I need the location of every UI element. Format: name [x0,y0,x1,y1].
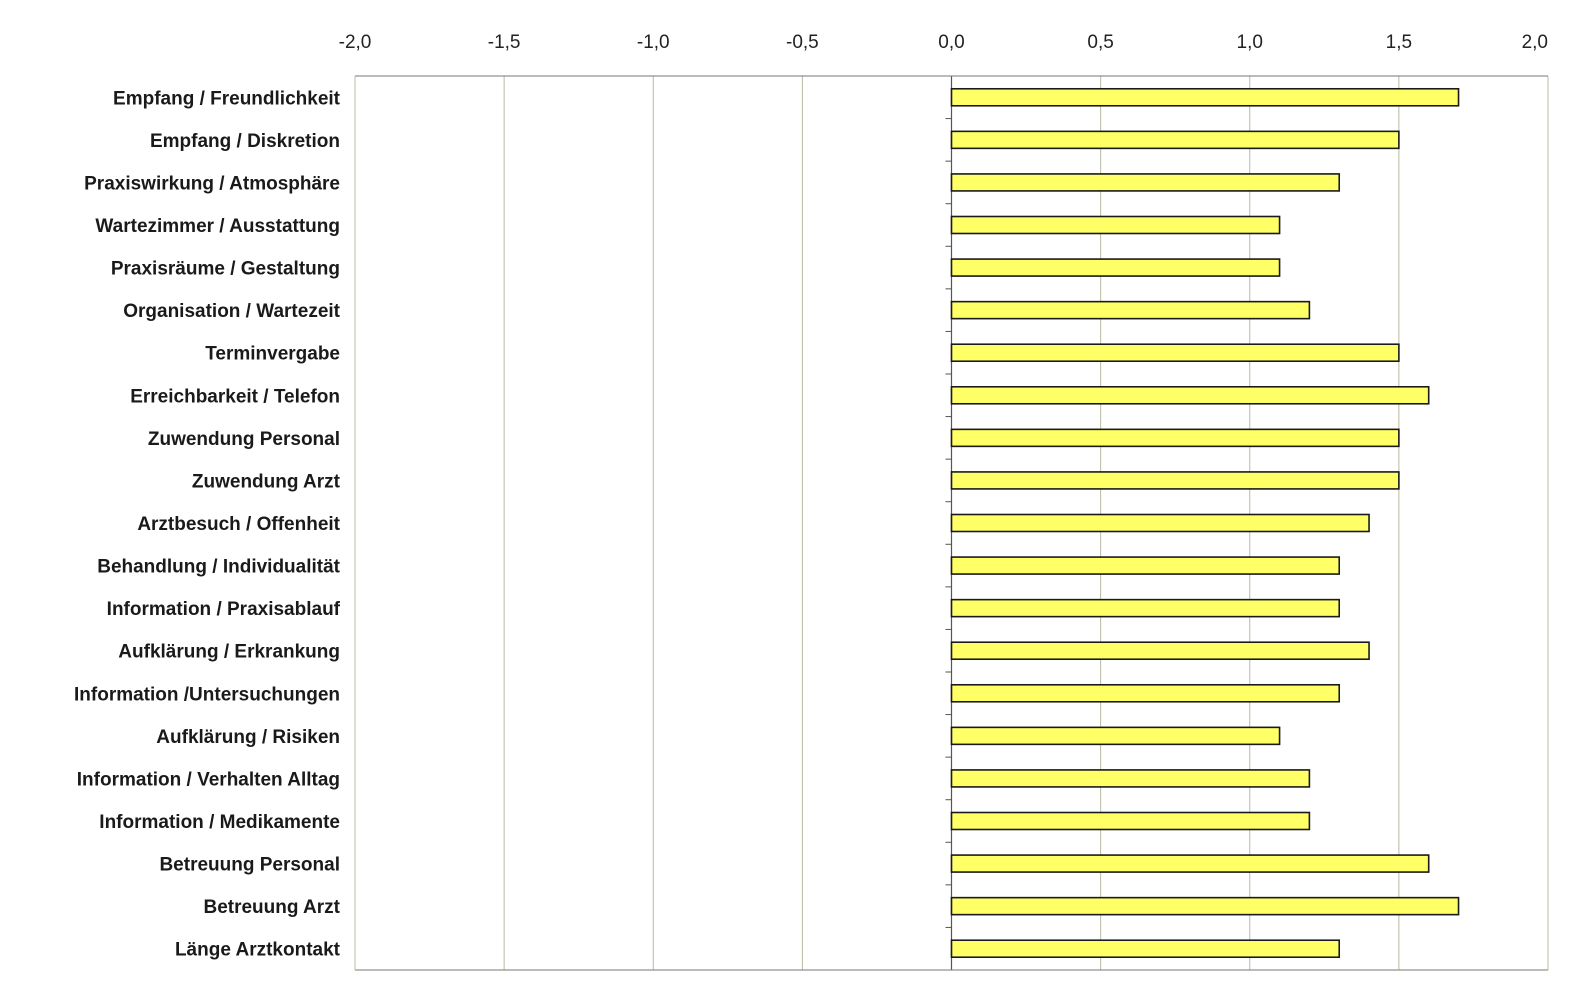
category-label: Organisation / Wartezeit [123,301,340,322]
bar [950,385,1430,405]
bar [950,471,1400,490]
bar [950,683,1341,703]
category-label: Behandlung / Individualität [97,557,340,578]
bar [950,300,1311,320]
category-label: Information / Praxisablauf [107,599,341,620]
category-label: Arztbesuch / Offenheit [137,514,340,535]
category-label: Zuwendung Personal [148,429,340,450]
bar [950,513,1370,533]
category-label: Aufklärung / Erkrankung [118,642,340,663]
category-label: Länge Arztkontakt [175,940,341,961]
bar [950,896,1460,916]
plot-frame [354,75,1548,971]
x-tick-label: -1,0 [637,32,670,53]
category-label: Information /Untersuchungen [74,684,340,705]
bar [950,343,1400,363]
category-label: Information / Verhalten Alltag [77,769,340,790]
x-tick-label: 0,5 [1087,32,1113,53]
category-label: Terminvergabe [205,344,340,365]
category-label: Praxisräume / Gestaltung [111,259,340,280]
bar [950,939,1341,959]
bar [950,215,1281,235]
bar [950,726,1281,746]
bar [950,130,1400,150]
bar [950,641,1370,661]
category-label: Betreuung Personal [159,855,340,876]
bar [950,769,1311,788]
bar [950,173,1341,192]
x-tick-label: 2,0 [1522,32,1548,53]
category-label: Empfang / Freundlichkeit [113,88,341,109]
category-label: Zuwendung Arzt [192,471,341,492]
category-label: Wartezimmer / Ausstattung [95,216,340,237]
category-label: Betreuung Arzt [203,897,340,918]
bar [950,258,1281,277]
bar [950,854,1430,873]
bar [950,428,1400,448]
x-tick-label: -0,5 [786,32,819,53]
category-label: Praxiswirkung / Atmosphäre [84,173,340,194]
category-label: Aufklärung / Risiken [156,727,340,748]
category-label: Erreichbarkeit / Telefon [130,386,340,407]
bar [950,598,1341,618]
bar [950,87,1460,107]
x-tick-label: 0,0 [938,32,964,53]
bars [950,87,1460,959]
bar [950,556,1341,575]
category-labels: Empfang / Freundlichkeit Empfang / Diskre… [74,88,341,960]
x-tick-label: -1,5 [488,32,521,53]
bar [950,811,1311,831]
x-tick-label: -2,0 [339,32,372,53]
x-tick-label: 1,0 [1237,32,1263,53]
x-axis-ticks: -2,0 -1,5 -1,0 -0,5 0,0 0,5 1,0 1,5 2,0 [339,32,1548,53]
category-label: Empfang / Diskretion [150,131,340,152]
category-label: Information / Medikamente [99,812,340,833]
x-tick-label: 1,5 [1386,32,1412,53]
